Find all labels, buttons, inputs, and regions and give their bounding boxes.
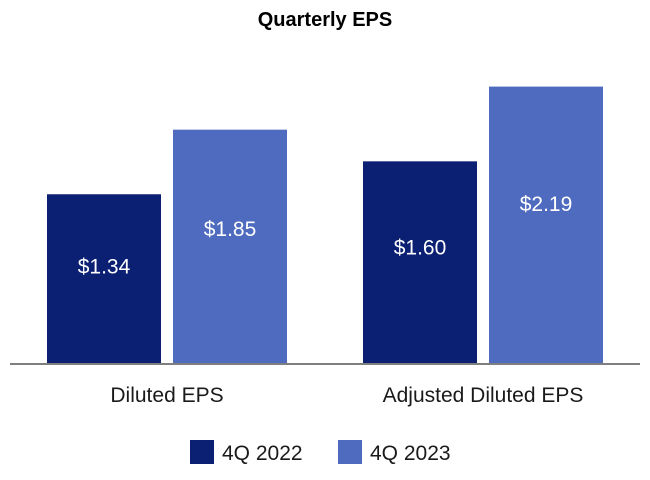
data-label: $1.85: [204, 218, 257, 241]
category-labels: Diluted EPS Adjusted Diluted EPS: [110, 384, 583, 407]
category-label: Diluted EPS: [110, 384, 223, 407]
bar-current-adjusted: [489, 86, 603, 364]
legend-swatch: [190, 440, 214, 464]
legend-label: 4Q 2022: [222, 442, 303, 465]
legend-label: 4Q 2023: [370, 442, 451, 465]
bar-prior-adjusted: [363, 161, 477, 364]
bar-current-diluted: [173, 129, 287, 364]
data-label: $1.60: [394, 236, 447, 259]
bar-prior-diluted: [47, 194, 161, 364]
chart-title: Quarterly EPS: [258, 9, 393, 31]
legend-swatch: [338, 440, 362, 464]
data-label: $2.19: [520, 193, 573, 216]
category-label: Adjusted Diluted EPS: [383, 384, 584, 407]
data-label: $1.34: [78, 256, 131, 279]
bar-group: $1.34 $1.85 $1.60 $2.19: [47, 86, 603, 364]
legend: 4Q 2022 4Q 2023: [190, 440, 451, 465]
